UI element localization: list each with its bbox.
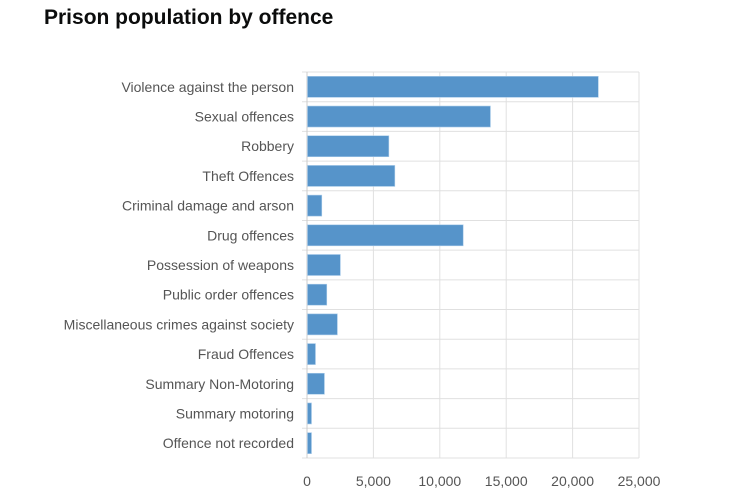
chart-title: Prison population by offence — [44, 6, 334, 29]
bar — [307, 105, 491, 128]
bar — [307, 165, 396, 187]
bar — [307, 372, 325, 395]
category-label: Robbery — [241, 138, 294, 154]
bar — [307, 402, 312, 425]
category-label: Summary Non-Motoring — [145, 376, 294, 392]
x-tick-label: 5,000 — [356, 473, 391, 489]
bar — [307, 224, 464, 247]
category-label: Summary motoring — [176, 405, 294, 421]
category-label: Offence not recorded — [163, 435, 294, 451]
x-tick-label: 15,000 — [485, 473, 528, 489]
bar — [307, 313, 338, 336]
bar — [307, 135, 390, 158]
bar — [307, 432, 312, 454]
x-tick-label: 25,000 — [618, 473, 661, 489]
bar — [307, 76, 599, 98]
bar — [307, 343, 316, 365]
bar — [307, 194, 323, 217]
category-label: Sexual offences — [195, 109, 294, 125]
category-label: Possession of weapons — [147, 257, 294, 273]
category-label: Violence against the person — [121, 79, 294, 95]
bar — [307, 254, 341, 276]
bar — [307, 283, 328, 306]
x-tick-label: 10,000 — [418, 473, 461, 489]
category-label: Theft Offences — [202, 168, 294, 184]
category-label: Fraud Offences — [198, 346, 294, 362]
category-label: Criminal damage and arson — [122, 198, 294, 214]
x-tick-label: 20,000 — [551, 473, 594, 489]
category-label: Drug offences — [207, 227, 294, 243]
category-label: Miscellaneous crimes against society — [64, 316, 294, 332]
category-label: Public order offences — [163, 287, 294, 303]
x-tick-label: 0 — [303, 473, 311, 489]
